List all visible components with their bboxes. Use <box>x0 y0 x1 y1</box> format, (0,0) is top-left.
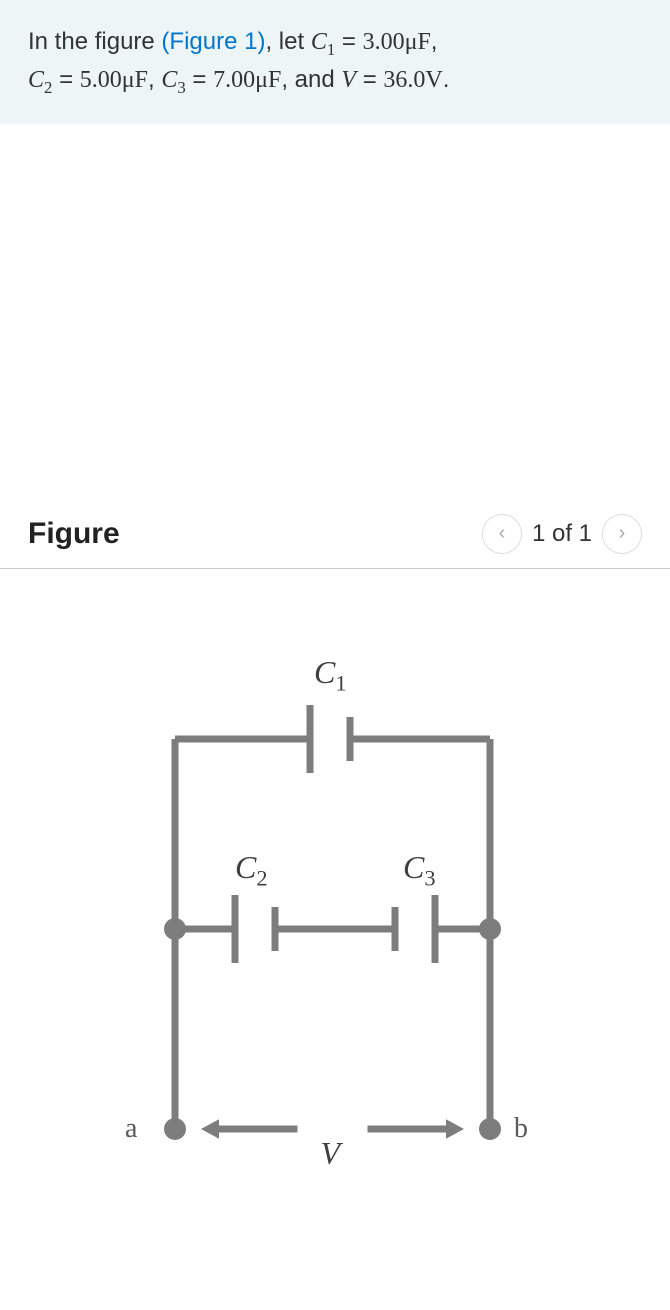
v-value: 36.0V <box>383 67 442 93</box>
let-text: , let <box>265 28 304 55</box>
label-node-a: a <box>125 1113 137 1145</box>
chevron-left-icon: ‹ <box>499 522 506 545</box>
next-figure-button[interactable]: › <box>602 514 642 554</box>
lead-text: In the figure <box>28 28 155 55</box>
figure-page-text: 1 of 1 <box>532 520 592 548</box>
c2-value: 5.00μF <box>80 67 148 93</box>
chevron-right-icon: › <box>619 522 626 545</box>
c3-symbol: C3 <box>161 67 185 93</box>
c3-value: 7.00μF <box>213 67 281 93</box>
c2-symbol: C2 <box>28 67 52 93</box>
figure-link[interactable]: (Figure 1) <box>161 28 265 55</box>
prev-figure-button[interactable]: ‹ <box>482 514 522 554</box>
circuit-diagram: C1 C2 C3 V a b <box>0 609 670 1229</box>
label-c2: C2 <box>235 849 268 891</box>
c1-symbol: C1 <box>311 29 335 55</box>
label-c1: C1 <box>314 654 347 696</box>
c1-value: 3.00μF <box>363 29 431 55</box>
label-v: V <box>321 1135 341 1172</box>
figure-header: Figure ‹ 1 of 1 › <box>0 514 670 569</box>
v-symbol: V <box>341 67 356 93</box>
label-c3: C3 <box>403 849 436 891</box>
figure-pager: ‹ 1 of 1 › <box>482 514 642 554</box>
figure-title: Figure <box>28 517 120 551</box>
label-node-b: b <box>514 1113 528 1145</box>
problem-statement: In the figure (Figure 1), let C1 = 3.00μ… <box>0 0 670 124</box>
